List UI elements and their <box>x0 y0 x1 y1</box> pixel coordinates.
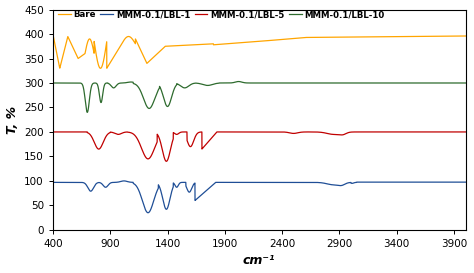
Line: MMM-0.1/LBL-5: MMM-0.1/LBL-5 <box>53 132 465 161</box>
MMM-0.1/LBL-1 <box>145 211 151 214</box>
MMM-0.1/LBL-5 <box>389 130 395 133</box>
Legend: Bare, MMM-0.1/LBL-1, MMM-0.1/LBL-5, MMM-0.1/LBL-10: Bare, MMM-0.1/LBL-1, MMM-0.1/LBL-5, MMM-… <box>57 10 385 20</box>
MMM-0.1/LBL-5 <box>50 130 56 133</box>
Line: MMM-0.1/LBL-1: MMM-0.1/LBL-1 <box>53 181 465 213</box>
MMM-0.1/LBL-5 <box>463 130 468 133</box>
MMM-0.1/LBL-10 <box>50 81 56 85</box>
MMM-0.1/LBL-1 <box>125 180 131 183</box>
Y-axis label: T, %: T, % <box>6 106 18 134</box>
MMM-0.1/LBL-1 <box>121 179 127 183</box>
Bare <box>125 35 131 38</box>
MMM-0.1/LBL-1 <box>390 180 395 184</box>
Line: Bare: Bare <box>53 34 465 68</box>
MMM-0.1/LBL-1 <box>358 180 364 184</box>
MMM-0.1/LBL-5 <box>125 130 131 134</box>
MMM-0.1/LBL-10 <box>390 81 395 85</box>
Bare <box>298 36 303 40</box>
MMM-0.1/LBL-10 <box>236 80 241 83</box>
Bare <box>50 32 56 36</box>
MMM-0.1/LBL-10 <box>463 81 468 85</box>
MMM-0.1/LBL-1 <box>319 181 324 185</box>
MMM-0.1/LBL-1 <box>50 181 56 184</box>
MMM-0.1/LBL-5 <box>319 131 324 134</box>
Bare <box>98 67 103 70</box>
Bare <box>463 34 468 38</box>
MMM-0.1/LBL-10 <box>208 83 213 87</box>
Bare <box>208 42 213 46</box>
MMM-0.1/LBL-10 <box>125 81 131 84</box>
MMM-0.1/LBL-10 <box>319 81 324 85</box>
MMM-0.1/LBL-1 <box>298 181 303 184</box>
X-axis label: cm⁻¹: cm⁻¹ <box>243 254 275 268</box>
MMM-0.1/LBL-1 <box>463 180 468 184</box>
MMM-0.1/LBL-5 <box>358 130 364 133</box>
Line: MMM-0.1/LBL-10: MMM-0.1/LBL-10 <box>53 82 465 112</box>
Bare <box>358 35 364 38</box>
MMM-0.1/LBL-10 <box>84 111 90 114</box>
MMM-0.1/LBL-5 <box>298 131 303 134</box>
MMM-0.1/LBL-5 <box>208 137 213 141</box>
MMM-0.1/LBL-10 <box>298 81 303 85</box>
MMM-0.1/LBL-1 <box>208 185 214 188</box>
Bare <box>319 36 324 39</box>
Bare <box>389 35 395 38</box>
MMM-0.1/LBL-10 <box>358 81 364 85</box>
MMM-0.1/LBL-5 <box>164 160 169 163</box>
